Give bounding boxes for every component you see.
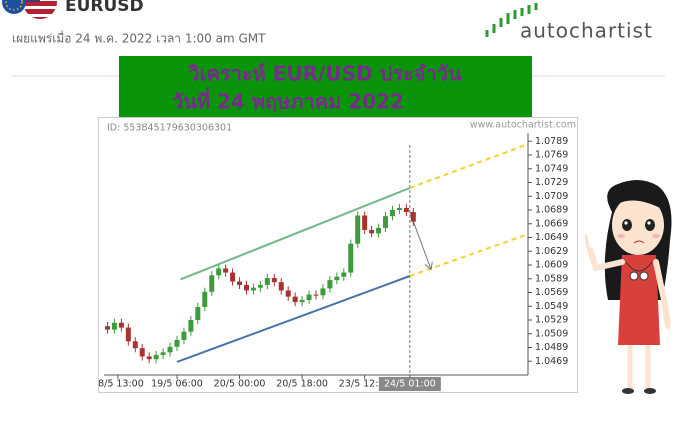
y-tick-label: 1.0489: [535, 342, 568, 353]
candle-body: [104, 326, 110, 330]
y-tick-label: 1.0609: [535, 260, 568, 271]
candle-body: [348, 243, 354, 273]
x-tick-highlight: [378, 377, 441, 391]
candle-body: [355, 215, 361, 244]
y-tick-label: 1.0469: [535, 356, 568, 367]
y-tick-label: 1.0749: [535, 163, 568, 174]
candle-body: [403, 207, 409, 213]
y-tick-label: 1.0789: [535, 136, 568, 147]
candle-body: [334, 276, 340, 281]
watermark: www.autochartist.com: [470, 120, 576, 131]
banner-line: วิเคราะห์ EUR/USD ประจำวัน: [188, 62, 462, 86]
y-tick-label: 1.0709: [535, 191, 568, 202]
candle-body: [327, 280, 333, 289]
cartoon-girl: [584, 179, 672, 394]
candle-body: [341, 272, 347, 277]
candle-body: [167, 346, 173, 353]
channel-line: [176, 275, 411, 363]
candle-body: [257, 284, 263, 288]
channel-line: [180, 187, 411, 281]
candle-body: [389, 210, 395, 217]
candle-body: [264, 278, 270, 285]
candle-body: [216, 268, 222, 276]
logo-icon: [485, 3, 538, 37]
y-tick-label: 1.0689: [535, 205, 568, 216]
x-tick-label: 18/5 13:00: [92, 379, 144, 390]
flag-icon: [2, 0, 57, 19]
chart-id: ID: 553845179630306301: [107, 123, 232, 134]
candle-body: [125, 327, 131, 342]
y-tick-label: 1.0509: [535, 328, 568, 339]
candle-body: [278, 282, 284, 291]
candle-body: [202, 291, 208, 307]
candle-body: [230, 272, 236, 282]
candle-body: [383, 216, 389, 228]
candle-body: [271, 278, 277, 283]
candle-body: [362, 215, 368, 230]
y-tick-label: 1.0649: [535, 232, 568, 243]
candle-body: [188, 320, 194, 332]
banner-line: วันที่ 24 พฤษภาคม 2022: [172, 87, 404, 114]
y-tick-label: 1.0549: [535, 301, 568, 312]
candle-body: [306, 294, 312, 301]
candle-body: [243, 284, 249, 291]
x-tick-label: 20/5 18:00: [276, 379, 328, 390]
x-tick-label: 24/5 01:00: [384, 379, 436, 390]
candle-body: [299, 300, 305, 303]
candle-body: [320, 288, 326, 296]
candle-body: [396, 207, 402, 210]
candle-body: [410, 212, 416, 222]
x-tick-label: 20/5 00:00: [214, 379, 266, 390]
candle-body: [132, 341, 138, 349]
symbol: EURUSD: [65, 0, 144, 16]
x-tick-label: 23/5 12:00: [339, 379, 391, 390]
candle-body: [181, 331, 187, 340]
candle-body: [237, 281, 243, 285]
plot: [104, 144, 525, 375]
y-tick-label: 1.0589: [535, 273, 568, 284]
candle-body: [174, 339, 180, 347]
candle-body: [160, 352, 166, 356]
candle-body: [223, 268, 229, 273]
candle-body: [292, 296, 298, 303]
y-tick-label: 1.0769: [535, 150, 568, 161]
y-tick-label: 1.0629: [535, 246, 568, 257]
candle-body: [209, 275, 215, 292]
candle-body: [376, 227, 382, 234]
y-tick-label: 1.0729: [535, 177, 568, 188]
candle-body: [118, 322, 124, 328]
y-tick-label: 1.0669: [535, 218, 568, 229]
channel-projection: [409, 144, 525, 189]
candle-body: [313, 294, 319, 296]
candle-body: [111, 322, 117, 330]
x-ticks: 18/5 13:00 19/5 06:00 20/5 00:00 20/5 18:00…: [92, 375, 441, 391]
y-tick-label: 1.0569: [535, 287, 568, 298]
published-date: เผยแพร่เมื่อ 24 พ.ค. 2022 เวลา 1:00 am G…: [12, 30, 266, 46]
candle-body: [153, 355, 159, 360]
candle-body: [369, 229, 375, 234]
candle-body: [285, 290, 291, 297]
y-tick-label: 1.0529: [535, 315, 568, 326]
x-tick-label: 19/5 06:00: [151, 379, 203, 390]
candle-body: [195, 306, 201, 320]
candle-body: [139, 348, 145, 357]
candle-body: [250, 287, 256, 291]
banner: [119, 56, 532, 118]
candle-body: [146, 356, 152, 360]
logo: autochartist: [520, 19, 653, 43]
